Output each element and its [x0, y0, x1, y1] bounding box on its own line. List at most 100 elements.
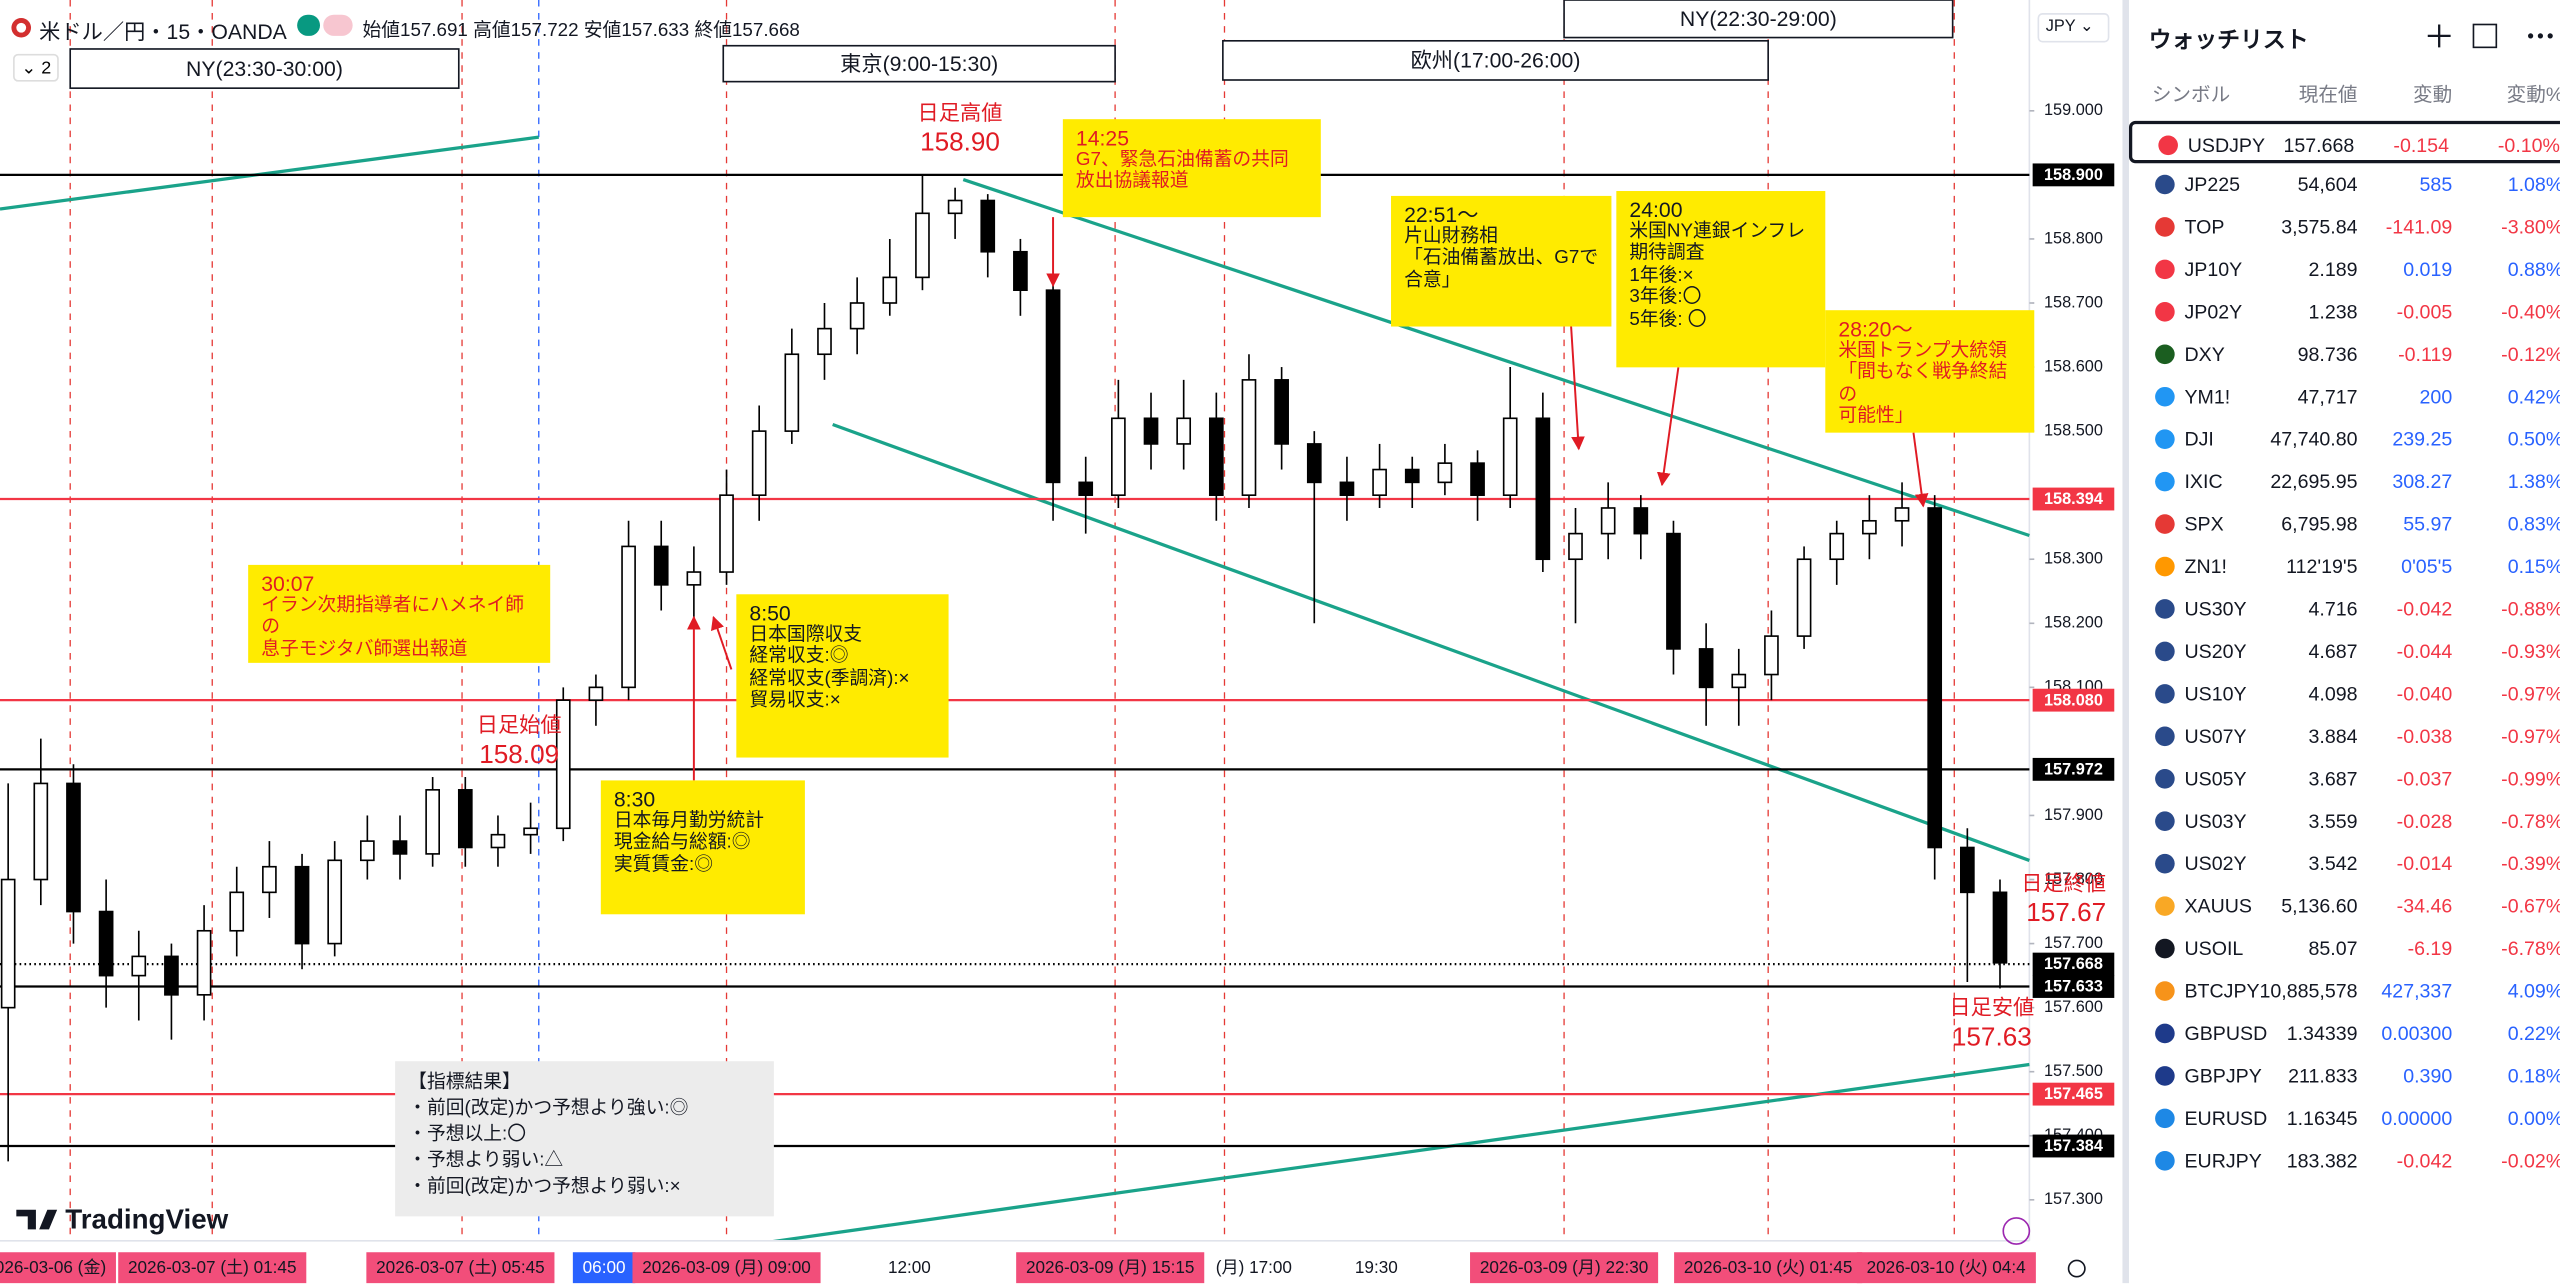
time-label-group: 19:30: [1355, 1257, 1398, 1277]
last-price: 183.382: [2286, 1149, 2358, 1173]
watchlist-row[interactable]: USDJPY 157.668 -0.154 -0.10%: [2128, 120, 2560, 164]
watchlist-row[interactable]: BTCJPY 10,885,578 427,337 4.09%: [2129, 970, 2560, 1012]
watchlist-row[interactable]: ZN1! 112'19'5 0'05'5 0.15%: [2129, 545, 2560, 587]
y-tick-label: 157.500: [2044, 1062, 2103, 1080]
collapse-count: 2: [41, 58, 52, 79]
symbol-icon: [2155, 641, 2175, 662]
candle-body: [1372, 468, 1387, 496]
watchlist-title[interactable]: ウォッチリスト: [2148, 26, 2309, 53]
change: 0.00000: [2381, 1106, 2453, 1130]
watchlist-row[interactable]: US10Y 4.098 -0.040 -0.97%: [2129, 673, 2560, 715]
watchlist-row[interactable]: YM1! 47,717 200 0.42%: [2129, 376, 2560, 418]
close-value: 157.668: [731, 21, 800, 41]
symbol: US20Y: [2184, 639, 2247, 663]
currency-label: JPY: [2045, 17, 2076, 36]
annotation-line: 息子モジタバ師選出報道: [261, 639, 468, 659]
x-tick-label: 2026-03-09 (月) 22:30: [1480, 1257, 1649, 1277]
time-label-bg: [118, 1252, 307, 1284]
symbol: US10Y: [2184, 682, 2247, 706]
change-percent: -0.39%: [2501, 852, 2560, 876]
watchlist-row[interactable]: US05Y 3.687 -0.037 -0.99%: [2129, 758, 2560, 800]
symbol: US07Y: [2184, 724, 2247, 748]
change-percent: 0.18%: [2507, 1064, 2560, 1088]
watchlist-row[interactable]: US20Y 4.687 -0.044 -0.93%: [2129, 630, 2560, 672]
symbol-icon: [2155, 599, 2175, 619]
watchlist-row[interactable]: DXY 98.736 -0.119 -0.12%: [2129, 333, 2560, 375]
change: 308.27: [2392, 470, 2453, 494]
candle-body: [1241, 379, 1257, 496]
watchlist-row[interactable]: EURJPY 183.382 -0.042 -0.02%: [2129, 1140, 2560, 1182]
candle-body: [555, 699, 571, 830]
change: -0.005: [2396, 300, 2453, 324]
watchlist-row[interactable]: JP225 54,604 585 1.08%: [2129, 163, 2560, 205]
watchlist-row[interactable]: US30Y 4.716 -0.042 -0.88%: [2129, 588, 2560, 630]
watchlist-row[interactable]: TOP 3,575.84 -141.09 -3.80%: [2129, 206, 2560, 248]
last-price: 211.833: [2288, 1064, 2358, 1088]
watchlist-row[interactable]: JP02Y 1.238 -0.005 -0.40%: [2129, 291, 2560, 333]
change-percent: -0.93%: [2501, 639, 2560, 663]
candle-body: [751, 430, 767, 496]
watchlist-row[interactable]: SPX 6,795.98 55.97 0.83%: [2129, 503, 2560, 545]
time-label-bg: [1470, 1252, 1659, 1284]
change-percent: -6.78%: [2501, 937, 2560, 960]
column-header: 変動%: [2506, 83, 2560, 107]
watchlist-row[interactable]: XAUUS 5,136.60 -34.46 -0.67%: [2129, 885, 2560, 927]
column-header: 現在値: [2298, 83, 2358, 107]
high-value: 157.722: [510, 21, 579, 41]
watchlist-row[interactable]: US03Y 3.559 -0.028 -0.78%: [2129, 800, 2560, 842]
candle-body: [784, 353, 800, 432]
change: 0.019: [2403, 257, 2453, 281]
chart: NY(23:30-30:00) 東京(9:00-15:30) 欧州(17:00-26…: [0, 0, 2115, 1284]
currency-dropdown[interactable]: JPY ⌄: [2037, 13, 2110, 43]
price-level-tag: [2032, 952, 2115, 976]
candle-body: [1535, 417, 1551, 561]
candle-body: [947, 199, 963, 215]
annotation-line: 片山財務相: [1404, 226, 1498, 246]
watchlist-row[interactable]: GBPJPY 211.833 0.390 0.18%: [2129, 1055, 2560, 1097]
annotation-arrow: [1912, 432, 1929, 508]
change-percent: 4.09%: [2507, 979, 2560, 1003]
ohlc-values: 始値157.691 高値157.722 安値157.633 終値157.668: [362, 16, 799, 42]
candle-body: [588, 686, 604, 701]
price-level-label: 158.080: [2044, 691, 2103, 709]
watchlist-row[interactable]: DJI 47,740.80 239.25 0.50%: [2129, 418, 2560, 460]
symbol-icon: [2155, 471, 2175, 492]
annotation-box: 8:30 日本毎月勤労統計 現金給与総額:◎ 実質賃金:◎: [600, 780, 805, 915]
watchlist-row[interactable]: GBPUSD 1.34339 0.00300 0.22%: [2129, 1012, 2560, 1054]
low-value: 157.633: [621, 21, 690, 41]
symbol-title[interactable]: 米ドル／円・15・OANDA: [39, 19, 287, 45]
x-tick-label: 12:00: [888, 1257, 931, 1277]
watchlist-row[interactable]: USOIL 85.07 -6.19 -6.78%: [2129, 927, 2560, 969]
annotation-line: 米国トランプ大統領: [1838, 340, 2007, 360]
add-icon[interactable]: [2427, 24, 2451, 48]
watchlist-row[interactable]: JP10Y 2.189 0.019 0.88%: [2129, 248, 2560, 290]
price-level-label: 157.465: [2044, 1085, 2103, 1103]
symbol-icon: [2155, 302, 2175, 322]
last-price: 1.238: [2308, 300, 2358, 324]
watchlist-row[interactable]: US07Y 3.884 -0.038 -0.97%: [2129, 715, 2560, 757]
candle-body: [0, 878, 16, 1009]
symbol: IXIC: [2184, 470, 2223, 494]
candle-body: [915, 212, 930, 279]
change-percent: -0.12%: [2501, 342, 2560, 366]
candle-body: [1208, 417, 1224, 496]
watchlist-row[interactable]: IXIC 22,695.95 308.27 1.38%: [2129, 460, 2560, 502]
last-price: 157.668: [2283, 133, 2355, 157]
settings-icon[interactable]: [2067, 1259, 2086, 1278]
candle-body: [1959, 846, 1975, 894]
more-icon[interactable]: [2527, 33, 2534, 39]
close-label: 終値: [694, 21, 732, 41]
price-level-tag: [2032, 975, 2115, 998]
watchlist-row[interactable]: US02Y 3.542 -0.014 -0.39%: [2129, 842, 2560, 884]
watchlist-row[interactable]: EURUSD 1.16345 0.00000 0.00%: [2129, 1097, 2560, 1139]
last-price: 6,795.98: [2281, 512, 2358, 536]
price-level-label: 157.668: [2044, 955, 2103, 973]
collapse-button[interactable]: ⌄ 2: [13, 53, 60, 82]
time-label-group: 2026-03-07 (土) 01:45: [118, 1252, 307, 1284]
candle-body: [425, 789, 440, 855]
layout-icon[interactable]: [2472, 23, 2498, 49]
annotation-line: 8:50: [749, 600, 791, 626]
symbol-icon: [2155, 896, 2175, 916]
last-price: 4.098: [2308, 682, 2358, 706]
daily-mark-title: 日足終値: [2021, 872, 2106, 896]
